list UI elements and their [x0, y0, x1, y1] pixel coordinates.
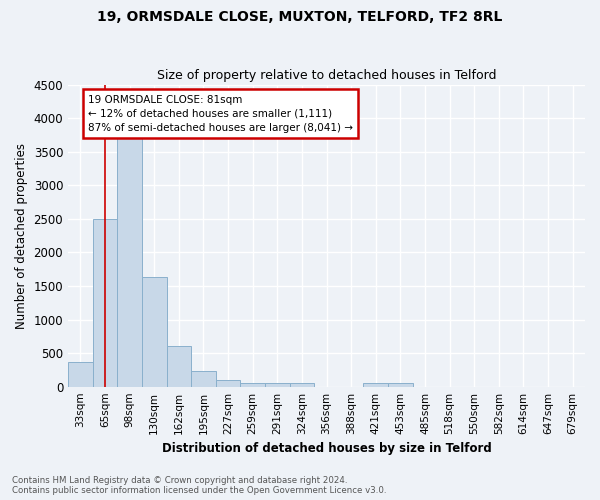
Bar — [290, 384, 314, 386]
Bar — [68, 362, 92, 386]
X-axis label: Distribution of detached houses by size in Telford: Distribution of detached houses by size … — [161, 442, 491, 455]
Text: 19, ORMSDALE CLOSE, MUXTON, TELFORD, TF2 8RL: 19, ORMSDALE CLOSE, MUXTON, TELFORD, TF2… — [97, 10, 503, 24]
Bar — [364, 382, 388, 386]
Text: 19 ORMSDALE CLOSE: 81sqm
← 12% of detached houses are smaller (1,111)
87% of sem: 19 ORMSDALE CLOSE: 81sqm ← 12% of detach… — [88, 94, 353, 132]
Title: Size of property relative to detached houses in Telford: Size of property relative to detached ho… — [157, 69, 496, 82]
Text: Contains HM Land Registry data © Crown copyright and database right 2024.
Contai: Contains HM Land Registry data © Crown c… — [12, 476, 386, 495]
Bar — [216, 380, 241, 386]
Bar — [191, 370, 216, 386]
Bar — [241, 382, 265, 386]
Y-axis label: Number of detached properties: Number of detached properties — [15, 142, 28, 328]
Bar — [265, 384, 290, 386]
Bar — [92, 219, 117, 386]
Bar — [142, 276, 167, 386]
Bar — [167, 346, 191, 387]
Bar — [388, 384, 413, 386]
Bar — [117, 135, 142, 386]
